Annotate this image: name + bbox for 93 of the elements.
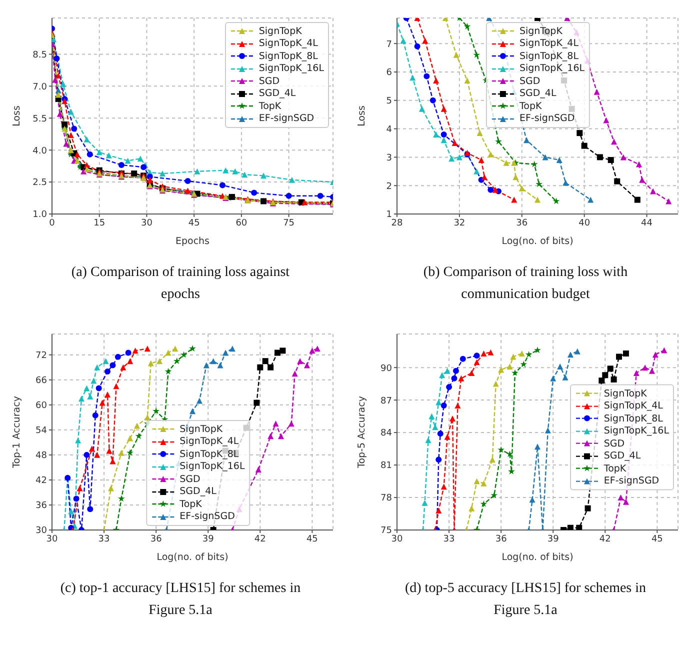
y-tick-label: 5: [386, 96, 392, 107]
x-tick-label: 33: [98, 534, 110, 544]
legend-label: SGD_4L: [180, 486, 216, 498]
y-tick-label: 1: [386, 210, 392, 220]
x-tick-label: 60: [236, 218, 248, 228]
y-axis-title: Loss: [11, 106, 22, 126]
legend-label: SignTopK_8L: [604, 413, 663, 424]
legend-label: SignTopK_4L: [519, 38, 579, 50]
legend-label: SignTopK: [180, 424, 223, 435]
legend-label: SignTopK_4L: [258, 38, 318, 50]
legend-label: SignTopK: [604, 388, 647, 400]
x-axis-title: Epochs: [175, 236, 210, 247]
legend-label: TopK: [258, 100, 282, 112]
legend-label: EF-signSGD: [604, 476, 660, 487]
legend-label: TopK: [180, 498, 202, 510]
x-tick-label: 39: [547, 534, 560, 544]
x-tick-label: 33: [443, 534, 455, 544]
legend-label: SignTopK_16L: [180, 461, 245, 472]
x-tick-label: 39: [202, 534, 214, 544]
text: (d) top-5 accuracy [LHS15] for schemes in Figure 5.1a: [404, 580, 648, 620]
legend-label: SGD_4L: [604, 450, 641, 462]
y-tick-label: 54: [36, 426, 48, 436]
x-axis-title: Log(no. of bits): [156, 552, 228, 563]
x-tick-label: 40: [578, 218, 590, 228]
x-tick-label: 32: [454, 218, 466, 228]
legend-label: EF-signSGD: [180, 511, 235, 522]
legend-label: SignTopK: [519, 26, 562, 37]
text: (c) top-1 accuracy [LHS15] for schemes in Figure 5.1a: [59, 580, 302, 620]
x-axis-title: Log(no. of bits): [502, 236, 574, 247]
y-tick-label: 30: [36, 526, 48, 536]
y-tick-label: 5.5: [32, 114, 47, 124]
legend-label: TopK: [519, 100, 542, 112]
y-tick-label: 8.5: [32, 50, 47, 60]
x-tick-label: 45: [188, 218, 200, 228]
x-axis-title: Log(no. of bits): [502, 552, 574, 563]
y-tick-label: 84: [380, 428, 392, 439]
legend-label: SignTopK: [258, 26, 302, 37]
legend-label: SGD: [604, 438, 625, 450]
x-tick-label: 0: [49, 218, 56, 228]
x-tick-label: 36: [150, 534, 162, 544]
y-tick-label: 6: [386, 68, 392, 78]
y-tick-label: 3: [386, 153, 392, 164]
y-tick-label: 1.0: [32, 210, 48, 220]
y-tick-label: 75: [380, 526, 392, 536]
x-tick-label: 15: [94, 218, 106, 228]
y-tick-label: 87: [380, 396, 392, 406]
x-tick-label: 28: [391, 218, 403, 228]
y-tick-label: 4.0: [32, 146, 48, 156]
y-axis-title: Top-5 Accuracy: [356, 396, 368, 469]
text: (b) Comparison of training loss with communication budget: [422, 264, 629, 304]
legend-label: SignTopK_16L: [519, 63, 585, 74]
x-tick-label: 45: [651, 534, 663, 544]
y-tick-label: 42: [36, 476, 47, 486]
legend-label: SGD_4L: [258, 88, 296, 100]
legend-label: SignTopK_4L: [604, 400, 663, 412]
legend-label: EF-signSGD: [258, 113, 314, 124]
legend-label: SignTopK_8L: [258, 50, 318, 62]
text: (a) Comparison of training loss against epochs: [70, 264, 291, 304]
y-tick-label: 60: [36, 401, 48, 412]
x-tick-label: 45: [306, 534, 318, 544]
legend-label: SignTopK_8L: [180, 448, 239, 460]
y-axis-title: Loss: [356, 106, 368, 126]
legend-label: SGD: [180, 474, 200, 485]
y-axis-title: Top-1 Accuracy: [11, 396, 22, 469]
legend-label: SignTopK_16L: [258, 63, 324, 74]
x-tick-label: 36: [516, 218, 528, 228]
y-tick-label: 2: [386, 182, 392, 192]
legend-label: SGD: [258, 76, 280, 87]
x-tick-label: 44: [641, 218, 653, 228]
y-tick-label: 36: [36, 501, 48, 512]
legend-label: SGD_4L: [519, 88, 556, 100]
y-tick-label: 90: [380, 364, 392, 374]
y-tick-label: 66: [36, 376, 48, 386]
x-tick-label: 42: [254, 534, 266, 544]
x-tick-label: 42: [599, 534, 611, 544]
y-tick-label: 7: [386, 40, 392, 50]
legend-label: SignTopK_16L: [604, 426, 669, 437]
y-tick-label: 48: [36, 451, 48, 462]
legend-label: SGD: [519, 76, 540, 87]
x-tick-label: 30: [140, 218, 153, 228]
legend-label: TopK: [604, 463, 626, 474]
y-tick-label: 7.0: [32, 82, 48, 92]
legend-label: SignTopK_4L: [180, 436, 239, 448]
x-tick-label: 36: [495, 534, 508, 544]
y-tick-label: 81: [380, 461, 392, 472]
y-tick-label: 2.5: [32, 178, 47, 188]
y-tick-label: 72: [36, 351, 47, 362]
legend-label: SignTopK_8L: [519, 50, 579, 62]
x-tick-label: 75: [283, 218, 295, 228]
y-tick-label: 78: [380, 494, 392, 504]
x-tick-label: 30: [46, 534, 58, 544]
legend-label: EF-signSGD: [519, 113, 575, 124]
y-tick-label: 4: [386, 124, 392, 135]
